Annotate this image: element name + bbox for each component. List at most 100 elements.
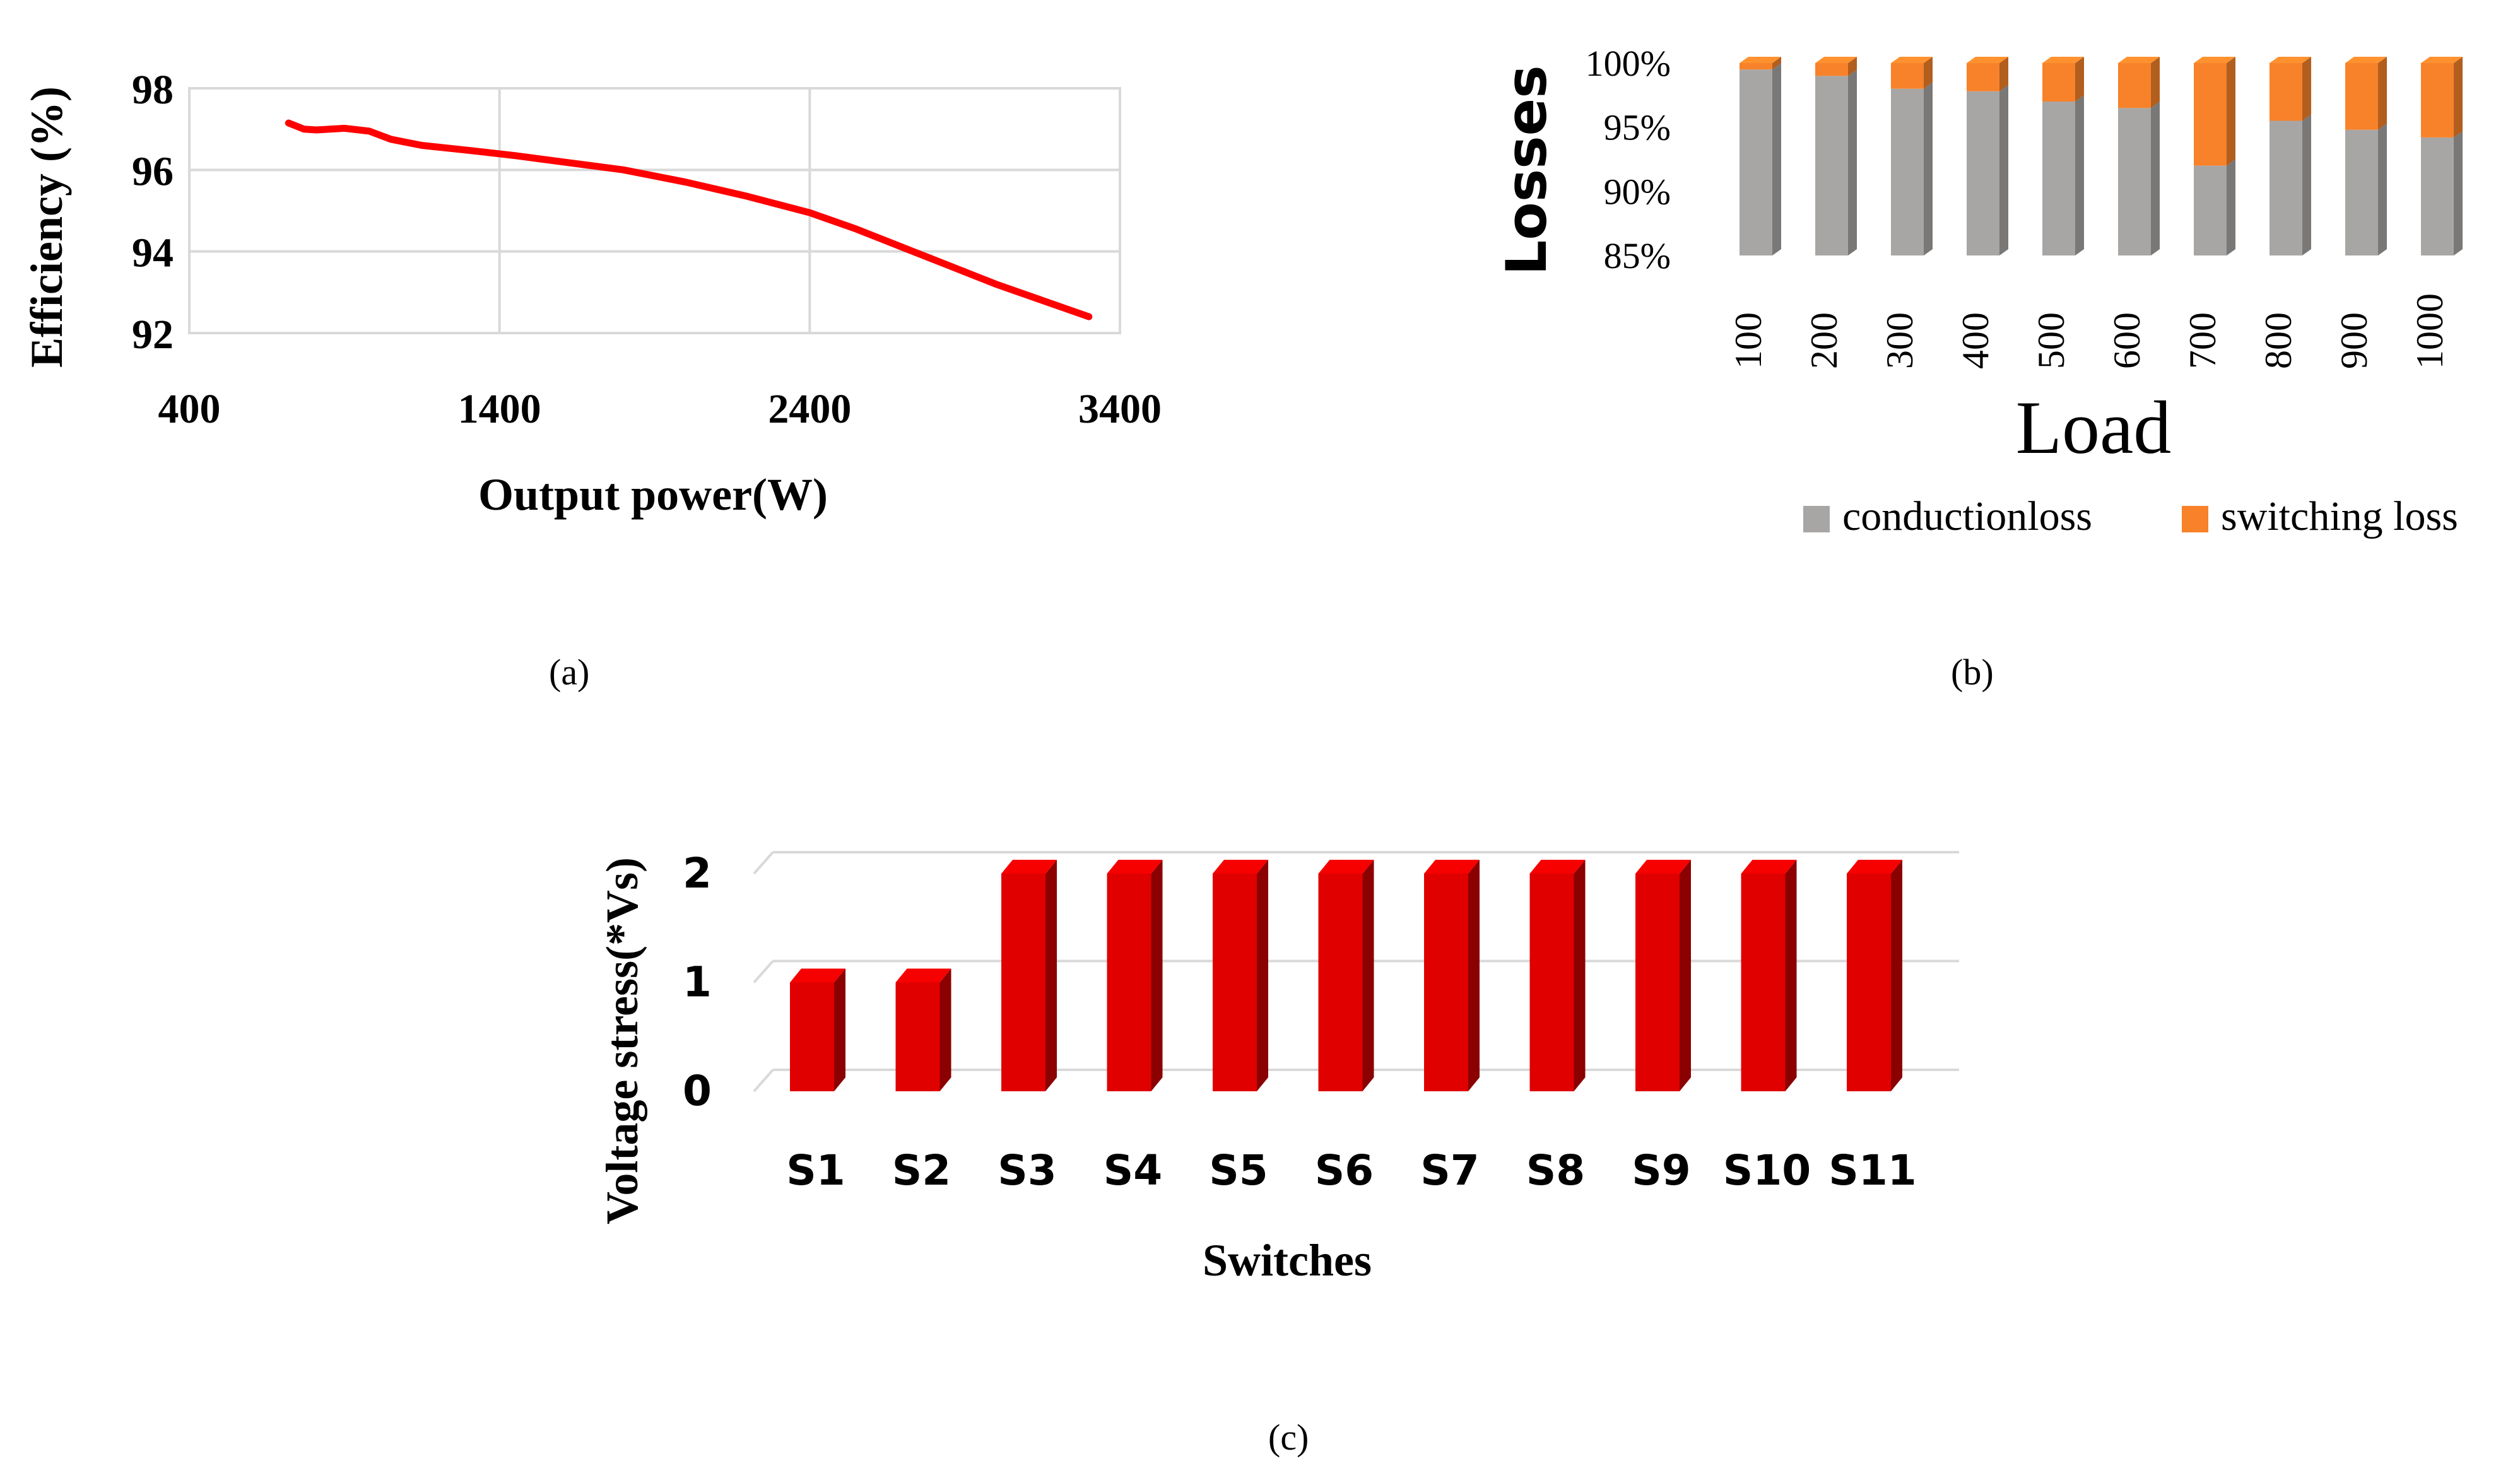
bar-side-conduction (1772, 63, 1781, 256)
legend-label: conductionloss (1842, 493, 2092, 539)
bar-side-switching (1924, 57, 1933, 89)
bar-conduction (2421, 137, 2454, 255)
x-tick-label: 900 (2333, 312, 2375, 369)
bar-side (834, 968, 845, 1091)
x-tick-label: 700 (2182, 312, 2223, 369)
x-tick-label: S3 (998, 1146, 1056, 1195)
x-tick-label: S2 (892, 1146, 951, 1195)
gridline-depth (753, 1069, 774, 1093)
bar-side (1574, 860, 1586, 1091)
y-tick-label: 0 (683, 1067, 712, 1115)
bar-top (2270, 57, 2311, 63)
bar-top (2118, 57, 2160, 63)
voltage-stress-x-axis-label: Switches (1203, 1235, 1372, 1286)
bar-top (1001, 860, 1057, 874)
bar-top (2345, 57, 2387, 63)
x-tick-label: S5 (1209, 1146, 1268, 1195)
bar-conduction (2194, 165, 2227, 255)
bar-side-switching (1999, 57, 2008, 91)
y-tick-label: 1 (683, 958, 712, 1007)
bar-switching (1891, 63, 1924, 89)
x-tick-label: 3400 (1078, 386, 1162, 432)
y-tick-label: 98 (132, 67, 174, 113)
bar-front (1318, 874, 1363, 1091)
bar-side (1151, 860, 1163, 1091)
bar-front (1741, 874, 1786, 1091)
bar-front (790, 982, 834, 1091)
legend-label: switching loss (2221, 493, 2458, 539)
x-tick-label: 2400 (768, 386, 851, 432)
losses-chart-panel: 85% 90% 95% 100% 100 200 300 400 500 600 700 800 900… (1451, 0, 2520, 568)
x-tick-label: 600 (2106, 312, 2148, 369)
voltage-stress-bars (790, 860, 1902, 1091)
legend-swatch (2182, 506, 2208, 532)
bar-side-conduction (1848, 69, 1857, 255)
bar-top (895, 968, 951, 983)
bar-switching (2345, 63, 2378, 130)
bar-side-switching (2454, 57, 2463, 138)
bar-side-switching (2378, 57, 2387, 130)
x-tick-label: 800 (2258, 312, 2299, 369)
voltage-stress-chart: 0 1 2 S1 S2 S3 S4 S5 S6 S7 S8 S9 S10 S11 Switches Vol… (597, 849, 1959, 1286)
y-tick-label: 100% (1586, 43, 1671, 84)
bar-side (1468, 860, 1480, 1091)
losses-chart: 85% 90% 95% 100% 100 200 300 400 500 600 700 800 900… (1494, 43, 2463, 539)
bar-side-conduction (2378, 123, 2387, 255)
bar-conduction (2345, 129, 2378, 255)
y-tick-label: 85% (1604, 235, 1671, 276)
bar-top (1891, 57, 1933, 63)
bar-side (1680, 860, 1691, 1091)
bar-side (1891, 860, 1902, 1091)
bar-conduction (2270, 120, 2302, 255)
voltage-stress-chart-panel: 0 1 2 S1 S2 S3 S4 S5 S6 S7 S8 S9 S10 S11 Switches Vol… (568, 782, 2019, 1337)
x-tick-label: 100 (1728, 312, 1769, 369)
bar-top (790, 968, 845, 983)
bar-side-conduction (2227, 159, 2235, 255)
y-tick-label: 2 (683, 849, 712, 898)
bar-side-conduction (1999, 85, 2008, 255)
x-tick-label: S7 (1420, 1146, 1479, 1195)
bar-side-switching (2075, 57, 2084, 102)
bar-side (1785, 860, 1797, 1091)
gridline-depth (753, 851, 774, 875)
bar-side (1257, 860, 1268, 1091)
x-tick-label: S1 (786, 1146, 845, 1195)
plot-frame (188, 87, 1121, 334)
bar-conduction (2118, 108, 2151, 255)
losses-ticks: 85% 90% 95% 100% 100 200 300 400 500 600 700 800 900… (1586, 43, 2451, 369)
x-tick-label: S10 (1723, 1146, 1811, 1195)
bar-side-switching (2302, 57, 2311, 121)
y-tick-label: 90% (1604, 171, 1671, 212)
bar-switching (1740, 63, 1772, 70)
bar-side (1045, 860, 1057, 1091)
x-tick-label: 300 (1879, 312, 1921, 369)
x-tick-label: 200 (1803, 312, 1845, 369)
bar-switching (1815, 63, 1848, 76)
caption-a: (a) (549, 652, 590, 693)
bar-switching (1967, 63, 1999, 91)
y-tick-label: 95% (1604, 107, 1671, 148)
voltage-stress-ticks: 0 1 2 S1 S2 S3 S4 S5 S6 S7 S8 S9 S10 S11 (683, 849, 1917, 1195)
bar-top (1107, 860, 1163, 874)
bar-side (939, 968, 951, 1091)
bar-side-switching (1772, 57, 1781, 70)
x-tick-label: 400 (1955, 312, 1996, 369)
bar-front (1529, 874, 1574, 1091)
bar-top (1740, 57, 1781, 63)
efficiency-line (285, 119, 1093, 320)
bar-top (1424, 860, 1480, 874)
bar-top (2421, 57, 2463, 63)
efficiency-y-axis-label: Efficiency (%) (21, 86, 72, 368)
y-tick-label: 96 (132, 148, 174, 194)
losses-bars (1740, 57, 2463, 256)
bar-front (1001, 874, 1045, 1091)
losses-legend: conductionloss switching loss (1803, 493, 2458, 539)
bar-front (1107, 874, 1151, 1091)
efficiency-grid (188, 87, 1121, 334)
bar-side-conduction (2302, 114, 2311, 255)
x-tick-label: S8 (1526, 1146, 1585, 1195)
bar-side-switching (2227, 57, 2235, 166)
efficiency-x-axis-label: Output power(W) (478, 469, 828, 520)
bar-side-conduction (1924, 82, 1933, 255)
